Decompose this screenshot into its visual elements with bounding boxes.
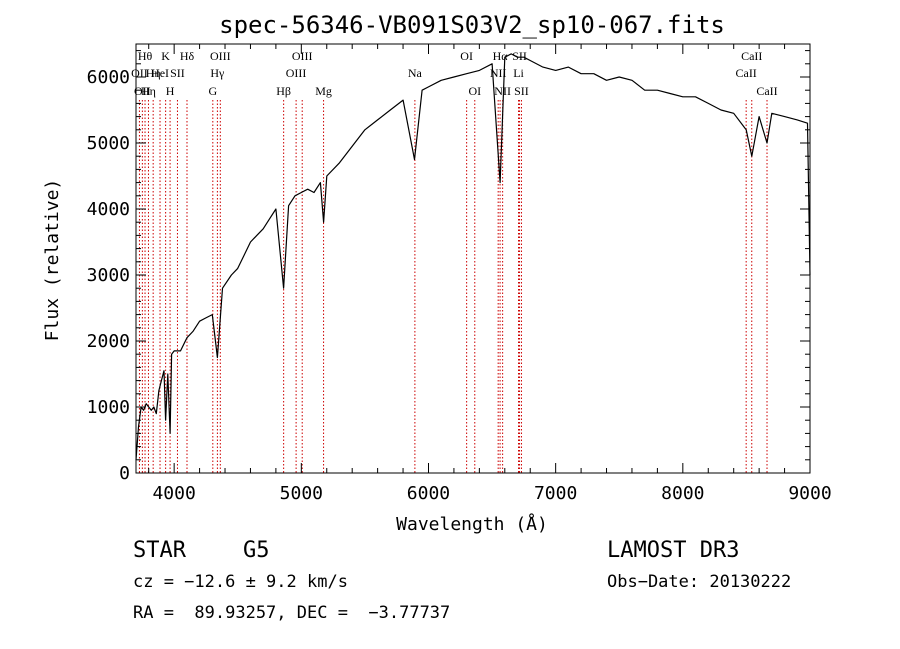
spectral-line-label: Hδ — [180, 49, 195, 63]
spectral-line-label: HeI — [151, 66, 169, 80]
spectral-line-label: K — [161, 49, 170, 63]
spectral-line-label: Hγ — [210, 66, 225, 80]
spectral-line-label: CaII — [756, 84, 777, 98]
spectral-line-label: Hβ — [276, 84, 291, 98]
spectrum-series-line — [135, 53, 811, 460]
y-tick-label: 3000 — [87, 265, 130, 286]
object-subclass: G5 — [243, 538, 270, 563]
spectral-line-label: NII — [494, 84, 511, 98]
object-class: STAR — [133, 538, 186, 563]
spectral-line-label: Li — [513, 66, 524, 80]
spectral-line-label: H — [166, 84, 175, 98]
x-tick-label: 9000 — [788, 483, 831, 504]
y-tick-label: 5000 — [87, 133, 130, 154]
y-tick-label: 1000 — [87, 397, 130, 418]
spectral-line-label: OII — [134, 84, 151, 98]
x-axis-label: Wavelength (Å) — [396, 513, 548, 535]
spectral-line-label: SII — [514, 84, 529, 98]
spectral-line-label: OIII — [286, 66, 307, 80]
spectral-line-label: Hη — [141, 84, 156, 98]
spectral-line-label: OI — [460, 49, 473, 63]
chart-title: spec-56346-VB091S03V2_sp10-067.fits — [219, 11, 725, 39]
spectral-line-label: OI — [468, 84, 481, 98]
spectral-line-label: Hθ — [138, 49, 153, 63]
y-tick-label: 6000 — [87, 67, 130, 88]
spectral-line-label: SII — [170, 66, 185, 80]
spectral-line-label: CaII — [735, 66, 756, 80]
spectral-line-label: SII — [512, 49, 527, 63]
y-tick-label: 0 — [119, 463, 130, 484]
survey-name: LAMOST DR3 — [607, 538, 740, 563]
y-tick-label: 4000 — [87, 199, 130, 220]
spectral-line-label: OIII — [292, 49, 313, 63]
observation-date: Obs−Date: 20130222 — [607, 572, 792, 592]
spectral-line-label: Na — [408, 66, 423, 80]
spectral-line-label: CaII — [741, 49, 762, 63]
x-tick-label: 4000 — [152, 483, 195, 504]
spectral-line-label: OIII — [210, 49, 231, 63]
ra-dec-coordinates: RA = 89.93257, DEC = −3.77737 — [133, 603, 451, 623]
spectral-line-label: NII — [490, 66, 507, 80]
plot-frame — [135, 43, 811, 474]
y-axis-label: Flux (relative) — [42, 179, 63, 342]
x-tick-label: 5000 — [280, 483, 323, 504]
x-tick-label: 6000 — [407, 483, 450, 504]
x-tick-label: 8000 — [661, 483, 704, 504]
spectral-line-label: Hη — [146, 66, 161, 80]
y-tick-label: 2000 — [87, 331, 130, 352]
x-tick-label: 7000 — [534, 483, 577, 504]
redshift-cz: cz = −12.6 ± 9.2 km/s — [133, 572, 348, 592]
spectral-line-label: Mg — [315, 84, 332, 98]
spectral-line-label: G — [208, 84, 217, 98]
